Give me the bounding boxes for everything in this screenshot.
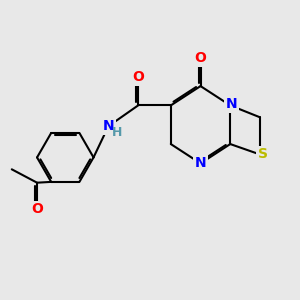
Text: N: N (195, 156, 206, 170)
Text: S: S (258, 148, 268, 161)
Text: O: O (31, 202, 43, 216)
Text: N: N (226, 97, 238, 111)
Text: H: H (112, 126, 122, 139)
Text: N: N (103, 119, 114, 133)
Text: O: O (132, 70, 144, 84)
Text: O: O (195, 51, 206, 65)
